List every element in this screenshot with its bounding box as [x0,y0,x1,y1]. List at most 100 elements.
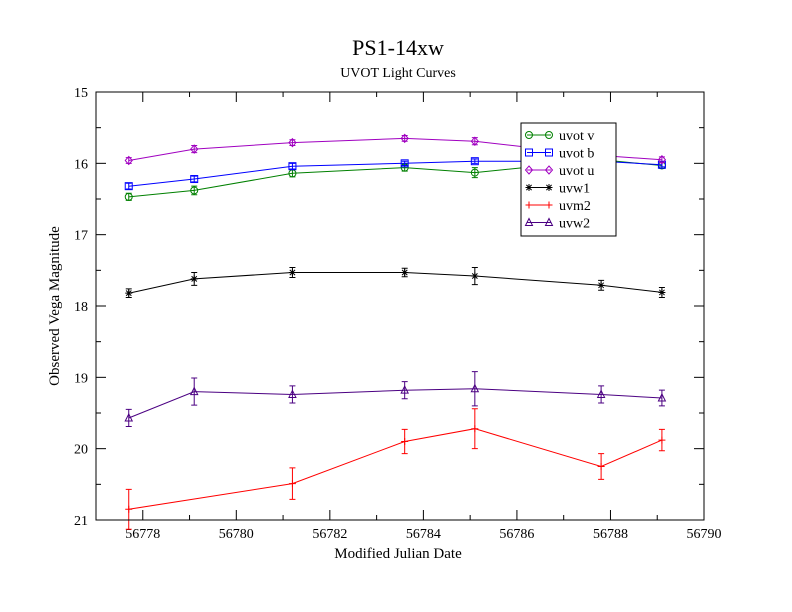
legend-label: uvw1 [559,182,590,197]
legend-swatch-marker [525,148,533,157]
legend-label: uvot u [559,164,594,179]
data-point [597,463,605,470]
data-point [596,389,606,398]
legend-entry: uvot v [525,129,594,144]
data-point [288,162,297,171]
legend-swatch-marker [524,165,534,175]
data-point [189,386,199,396]
data-point [190,186,199,195]
legend-swatch-marker [524,217,534,226]
error-bar [191,377,198,406]
data-point [124,182,133,191]
axes: 56778 56780 56782 56784 56786 56788 56790 15 16 1… [74,86,722,542]
error-bar [125,408,132,428]
legend-label: uvm2 [559,199,591,214]
error-bar [191,175,198,183]
data-point [658,288,666,296]
legend-entry: uvot b [525,147,594,162]
y-tick-label: 19 [74,371,88,386]
legend-swatch-marker [545,148,553,157]
legend-entry: uvw1 [525,182,590,197]
error-bar [401,135,408,142]
y-tick-label: 18 [74,300,88,315]
legend-label: uvw2 [559,217,590,232]
legend-entry: uvm2 [525,199,591,214]
data-point [657,392,667,402]
y-tick-label: 15 [74,86,88,101]
legend-entry: uvot u [524,164,594,179]
data-point [597,281,605,289]
error-bar [598,385,605,404]
x-tick-label: 56784 [406,527,441,542]
x-tick-label: 56782 [312,527,347,542]
data-point [125,289,133,297]
error-bar [658,389,665,407]
data-point [658,436,666,444]
data-point [190,275,198,283]
legend: uvot v uvot b uvot u uvw1 uvm2 uvw2 [520,122,617,237]
y-tick-label: 21 [74,514,88,529]
y-axis-label: Observed Vega Magnitude [47,226,63,386]
data-point [288,137,297,148]
error-bar [401,160,408,166]
legend-swatch-marker [544,165,554,175]
data-point [288,389,297,398]
data-point [657,155,667,165]
error-bar [289,162,296,170]
error-bar [658,156,665,164]
data-point [471,425,479,433]
error-bar [401,381,408,400]
data-point [288,268,296,276]
legend-swatch-marker [545,201,553,209]
plot-frame [95,91,705,521]
x-tick-label: 56790 [687,527,722,542]
legend-label: uvot v [559,129,594,144]
data-point [124,412,134,422]
data-point [125,505,133,513]
x-tick-label: 56788 [593,527,628,542]
legend-label: uvot b [559,147,594,162]
data-point [401,268,409,276]
data-point [190,144,199,154]
error-bar [289,139,296,146]
data-point [400,133,409,144]
series-line [128,388,662,419]
data-point [400,385,409,394]
error-bar [471,158,478,164]
error-bar [125,182,132,190]
data-point [470,168,479,177]
chart-title: PS1-14xw [352,35,444,60]
data-point [470,157,479,166]
data-point [401,438,409,446]
error-bar [289,385,296,404]
chart-subtitle: UVOT Light Curves [340,66,456,81]
data-point [124,155,133,166]
series-uvm2 [125,408,666,530]
data-point [470,136,479,146]
series-uvw1 [125,266,666,298]
legend-swatch-marker [525,184,533,191]
legend-box [520,122,617,237]
x-axis-label: Modified Julian Date [334,546,462,562]
x-tick-label: 56786 [499,527,534,542]
x-tick-label: 56778 [125,527,160,542]
legend-swatch-marker [545,131,553,139]
series-line [128,272,662,294]
data-point [190,175,199,184]
data-point [400,159,409,168]
legend-swatch-marker [525,131,533,139]
error-bar [125,157,132,164]
data-point [471,272,479,280]
error-bar [191,185,198,196]
x-tick-label: 56780 [219,527,254,542]
legend-swatch-marker [544,217,554,226]
legend-swatch-marker [545,184,553,191]
series-uvw2 [124,371,667,428]
y-tick-label: 20 [74,443,88,458]
y-tick-label: 17 [74,229,88,244]
data-point [124,192,133,201]
legend-entry: uvw2 [524,217,590,232]
y-tick-label: 16 [74,157,88,172]
data-point [470,383,480,393]
